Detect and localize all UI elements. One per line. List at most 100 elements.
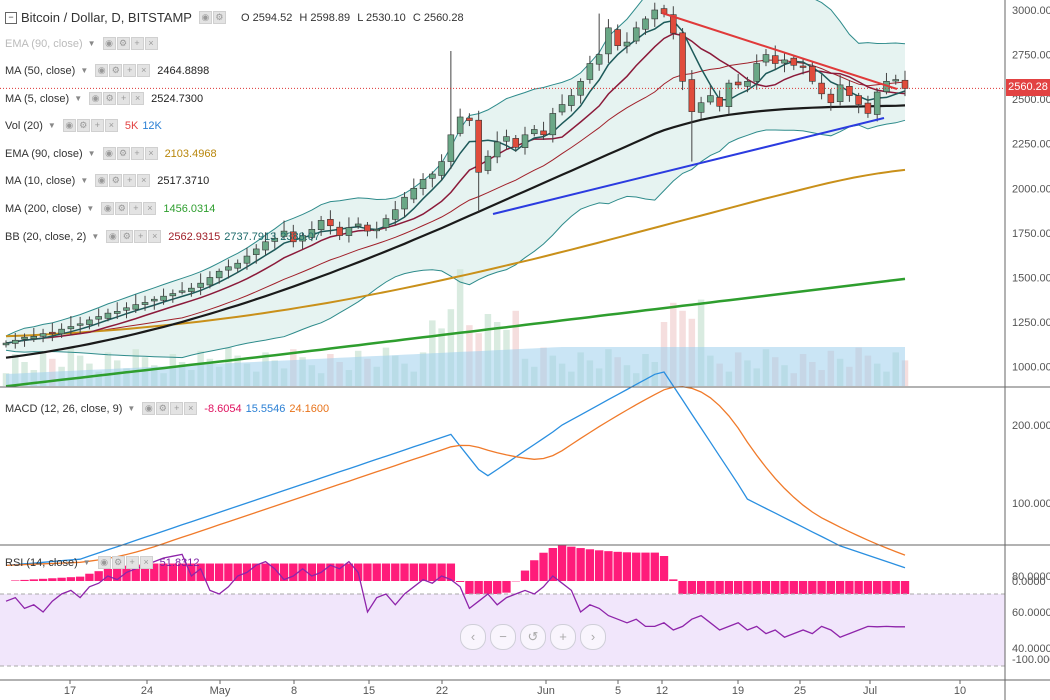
candle-body[interactable] [271,237,279,242]
candle-body[interactable] [818,82,825,95]
settings-icon[interactable]: ⚙ [156,402,170,415]
indicator-row[interactable]: EMA (90, close) ▼ ◉ ⚙ + × 2103.4968 [5,147,217,160]
candle-body[interactable] [123,307,130,311]
indicator-row[interactable]: MA (50, close) ▼ ◉ ⚙ + × 2464.8898 [5,64,209,77]
indicator-row[interactable]: EMA (90, close) ▼ ◉ ⚙ + × [5,37,161,50]
candle-body[interactable] [290,231,297,243]
candle-body[interactable] [670,14,677,34]
eye-icon[interactable]: ◉ [102,147,116,160]
indicator-controls[interactable]: ◉ ⚙ + × [102,147,158,160]
macd-legend[interactable]: MACD (12, 26, close, 9) ▼ ◉ ⚙ + × -8.6054 15.55… [5,402,329,415]
reset-icon[interactable]: ↺ [520,624,546,650]
candle-body[interactable] [188,287,195,292]
candle-body[interactable] [382,218,390,228]
candle-body[interactable] [225,266,232,271]
dropdown-arrow-icon[interactable]: ▼ [74,94,83,103]
candle-body[interactable] [540,130,547,136]
scroll-right-icon[interactable]: › [580,624,606,650]
indicator-row[interactable]: Vol (20) ▼ ◉ ⚙ + × 5K 12K [5,119,162,132]
support-trendline[interactable] [492,117,885,215]
remove-icon[interactable]: × [144,37,158,50]
remove-icon[interactable]: × [143,202,157,215]
eye-icon[interactable]: ◉ [102,37,116,50]
candle-body[interactable] [317,220,325,230]
resistance-trendline[interactable] [661,12,898,90]
candle-body[interactable] [484,155,492,171]
candle-body[interactable] [280,230,288,237]
candle-body[interactable] [206,277,214,286]
remove-icon[interactable]: × [131,92,145,105]
dropdown-arrow-icon[interactable]: ▼ [47,121,56,130]
candle-body[interactable] [577,81,584,96]
candle-body[interactable] [86,319,93,325]
candle-body[interactable] [95,316,102,320]
add-icon[interactable]: + [129,202,143,215]
settings-icon[interactable]: ⚙ [103,92,117,105]
price-pane[interactable] [0,0,1005,388]
candle-body[interactable] [419,179,427,189]
zoom-in-icon[interactable]: + [550,624,576,650]
dropdown-arrow-icon[interactable]: ▼ [127,404,136,413]
zoom-controls[interactable]: ‹ − ↺ + › [460,624,606,650]
add-icon[interactable]: + [117,92,131,105]
candle-body[interactable] [429,173,436,179]
candle-body[interactable] [336,226,343,236]
settings-icon[interactable]: ⚙ [115,202,129,215]
indicator-controls[interactable]: ◉ ⚙ + × [101,202,157,215]
indicator-row[interactable]: MA (10, close) ▼ ◉ ⚙ + × 2517.3710 [5,174,209,187]
dropdown-arrow-icon[interactable]: ▼ [80,176,89,185]
title-controls[interactable]: ◉ ⚙ [198,11,226,24]
candle-body[interactable] [2,342,10,346]
settings-icon[interactable]: ⚙ [116,37,130,50]
indicator-row[interactable]: BB (20, close, 2) ▼ ◉ ⚙ + × 2562.9315 2737.7913… [5,230,320,243]
dropdown-arrow-icon[interactable]: ▼ [87,39,96,48]
scroll-left-icon[interactable]: ‹ [460,624,486,650]
settings-icon[interactable]: ⚙ [109,64,123,77]
eye-icon[interactable]: ◉ [95,64,109,77]
candle-body[interactable] [642,18,649,30]
candle-body[interactable] [58,328,65,335]
remove-icon[interactable]: × [184,402,198,415]
candle-body[interactable] [531,129,538,135]
collapse-icon[interactable]: − [5,11,17,24]
candle-body[interactable] [651,9,659,20]
candle-body[interactable] [410,188,418,200]
candle-body[interactable] [104,312,112,319]
candle-body[interactable] [716,97,723,107]
indicator-row[interactable]: MA (5, close) ▼ ◉ ⚙ + × 2524.7300 [5,92,203,105]
add-icon[interactable]: + [170,402,184,415]
candle-body[interactable] [595,54,603,65]
eye-icon[interactable]: ◉ [97,556,111,569]
add-icon[interactable]: + [134,230,148,243]
eye-icon[interactable]: ◉ [62,119,76,132]
candle-body[interactable] [345,227,353,236]
candle-body[interactable] [781,59,788,64]
add-icon[interactable]: + [90,119,104,132]
eye-icon[interactable]: ◉ [101,202,115,215]
zoom-out-icon[interactable]: − [490,624,516,650]
candle-body[interactable] [466,117,473,121]
dropdown-arrow-icon[interactable]: ▼ [82,558,91,567]
indicator-controls[interactable]: ◉ ⚙ + × [62,119,118,132]
candle-body[interactable] [503,136,510,142]
dropdown-arrow-icon[interactable]: ▼ [91,232,100,241]
remove-icon[interactable]: × [139,556,153,569]
candle-body[interactable] [521,134,529,148]
remove-icon[interactable]: × [148,230,162,243]
candle-body[interactable] [605,27,612,55]
candle-body[interactable] [401,196,408,210]
eye-icon[interactable]: ◉ [198,11,212,24]
candle-body[interactable] [846,86,853,96]
candle-body[interactable] [734,81,742,86]
add-icon[interactable]: + [130,147,144,160]
candle-body[interactable] [160,295,167,301]
indicator-controls[interactable]: ◉ ⚙ + × [142,402,198,415]
candle-body[interactable] [632,27,640,42]
settings-icon[interactable]: ⚙ [120,230,134,243]
add-icon[interactable]: + [125,556,139,569]
indicator-row[interactable]: MA (200, close) ▼ ◉ ⚙ + × 1456.0314 [5,202,215,215]
remove-icon[interactable]: × [137,64,151,77]
indicator-controls[interactable]: ◉ ⚙ + × [106,230,162,243]
candle-body[interactable] [762,54,770,63]
